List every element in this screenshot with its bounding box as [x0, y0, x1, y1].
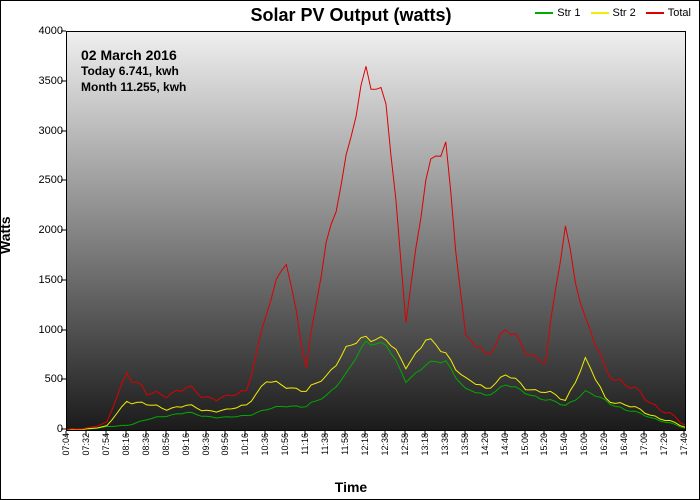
- y-axis-label: Watts: [0, 244, 13, 254]
- x-tick-label: 15:00: [520, 433, 530, 456]
- x-tick-label: 14:40: [500, 433, 510, 456]
- y-tick-mark: [61, 379, 66, 380]
- x-tick-label: 08:16: [121, 433, 131, 456]
- x-tick-label: 16:20: [599, 433, 609, 456]
- x-tick-mark: [365, 431, 366, 436]
- x-tick-label: 10:16: [240, 433, 250, 456]
- x-tick-mark: [604, 431, 605, 436]
- x-tick-label: 15:40: [559, 433, 569, 456]
- annotation-date: 02 March 2016: [81, 46, 186, 64]
- x-tick-label: 14:20: [480, 433, 490, 456]
- legend: Str 1 Str 2 Total: [535, 7, 691, 19]
- x-tick-mark: [444, 431, 445, 436]
- y-tick-mark: [61, 279, 66, 280]
- x-tick-mark: [245, 431, 246, 436]
- x-tick-mark: [684, 431, 685, 436]
- y-tick-label: 2000: [29, 224, 63, 236]
- legend-label: Str 1: [557, 7, 580, 19]
- x-tick-mark: [105, 431, 106, 436]
- x-axis-label: Time: [1, 479, 700, 495]
- x-tick-mark: [165, 431, 166, 436]
- x-tick-mark: [345, 431, 346, 436]
- annotation-block: 02 March 2016 Today 6.741, kwh Month 11.…: [81, 46, 186, 95]
- x-tick-mark: [325, 431, 326, 436]
- y-tick-mark: [61, 80, 66, 81]
- x-tick-mark: [404, 431, 405, 436]
- y-tick-label: 3500: [29, 75, 63, 87]
- x-tick-label: 07:32: [81, 433, 91, 456]
- legend-swatch: [591, 12, 609, 14]
- x-tick-label: 09:36: [201, 433, 211, 456]
- x-tick-mark: [66, 431, 67, 436]
- x-tick-label: 16:00: [579, 433, 589, 456]
- x-tick-label: 08:56: [161, 433, 171, 456]
- x-tick-label: 13:18: [420, 433, 430, 456]
- x-tick-mark: [644, 431, 645, 436]
- x-tick-mark: [424, 431, 425, 436]
- x-tick-label: 17:40: [679, 433, 689, 456]
- x-tick-mark: [205, 431, 206, 436]
- y-tick-mark: [61, 429, 66, 430]
- y-tick-label: 1000: [29, 324, 63, 336]
- x-tick-label: 11:16: [300, 433, 310, 455]
- x-tick-label: 11:38: [320, 433, 330, 455]
- y-tick-label: 2500: [29, 174, 63, 186]
- x-tick-mark: [464, 431, 465, 436]
- x-tick-label: 13:38: [440, 433, 450, 456]
- x-tick-mark: [564, 431, 565, 436]
- legend-swatch: [646, 12, 664, 14]
- x-tick-label: 12:58: [400, 433, 410, 456]
- legend-item: Str 2: [591, 7, 636, 19]
- x-tick-mark: [624, 431, 625, 436]
- x-tick-mark: [185, 431, 186, 436]
- y-tick-mark: [61, 130, 66, 131]
- x-tick-label: 10:36: [260, 433, 270, 456]
- legend-swatch: [535, 12, 553, 14]
- y-tick-mark: [61, 31, 66, 32]
- x-tick-label: 11:58: [340, 433, 350, 455]
- x-tick-mark: [265, 431, 266, 436]
- annotation-today: Today 6.741, kwh: [81, 64, 186, 80]
- x-tick-label: 17:20: [659, 433, 669, 456]
- y-tick-mark: [61, 329, 66, 330]
- x-tick-mark: [285, 431, 286, 436]
- x-tick-mark: [584, 431, 585, 436]
- y-tick-label: 3000: [29, 125, 63, 137]
- x-tick-label: 07:04: [61, 433, 71, 456]
- x-tick-mark: [544, 431, 545, 436]
- x-tick-label: 10:56: [280, 433, 290, 456]
- x-tick-label: 12:18: [360, 433, 370, 456]
- x-tick-label: 13:58: [460, 433, 470, 456]
- y-tick-label: 1500: [29, 274, 63, 286]
- x-tick-mark: [484, 431, 485, 436]
- x-tick-mark: [305, 431, 306, 436]
- legend-label: Total: [668, 7, 691, 19]
- x-tick-mark: [85, 431, 86, 436]
- x-tick-label: 09:16: [181, 433, 191, 456]
- x-tick-mark: [504, 431, 505, 436]
- x-tick-mark: [225, 431, 226, 436]
- x-tick-mark: [524, 431, 525, 436]
- legend-item: Total: [646, 7, 691, 19]
- x-tick-mark: [664, 431, 665, 436]
- x-tick-label: 09:56: [220, 433, 230, 456]
- legend-label: Str 2: [613, 7, 636, 19]
- x-tick-label: 16:40: [619, 433, 629, 456]
- y-tick-mark: [61, 230, 66, 231]
- y-tick-label: 4000: [29, 25, 63, 37]
- y-tick-label: 500: [29, 373, 63, 385]
- legend-item: Str 1: [535, 7, 580, 19]
- x-tick-mark: [384, 431, 385, 436]
- chart-container: Solar PV Output (watts) Str 1Str 2Total …: [0, 0, 700, 500]
- x-tick-label: 12:38: [380, 433, 390, 456]
- y-tick-label: 0: [29, 423, 63, 435]
- x-tick-label: 15:20: [539, 433, 549, 456]
- annotation-month: Month 11.255, kwh: [81, 80, 186, 96]
- y-tick-mark: [61, 180, 66, 181]
- x-tick-mark: [125, 431, 126, 436]
- x-tick-mark: [145, 431, 146, 436]
- x-tick-label: 08:36: [141, 433, 151, 456]
- x-tick-label: 07:54: [101, 433, 111, 456]
- x-tick-label: 17:00: [639, 433, 649, 456]
